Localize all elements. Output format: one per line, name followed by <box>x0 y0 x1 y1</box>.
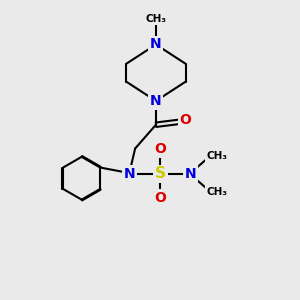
Text: S: S <box>155 166 166 181</box>
Text: CH₃: CH₃ <box>206 151 227 161</box>
Text: CH₃: CH₃ <box>146 14 167 24</box>
Text: O: O <box>180 113 192 127</box>
Text: O: O <box>154 191 166 205</box>
Text: N: N <box>123 167 135 181</box>
Text: CH₃: CH₃ <box>206 187 227 196</box>
Text: O: O <box>154 142 166 156</box>
Text: N: N <box>184 167 196 181</box>
Text: N: N <box>150 94 162 108</box>
Text: N: N <box>150 38 162 52</box>
